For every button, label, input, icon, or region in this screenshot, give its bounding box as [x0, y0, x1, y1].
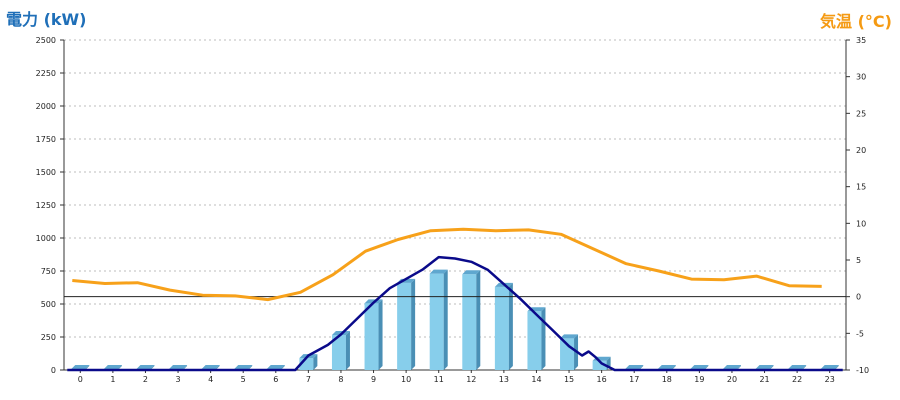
x-tick-label: 11 — [434, 375, 444, 384]
bar-side — [248, 364, 253, 370]
bar-side — [476, 270, 481, 370]
right-axis-label: 気温 (°C) — [820, 12, 892, 31]
bar-side — [508, 282, 513, 370]
bar-side — [541, 307, 546, 370]
bar-side — [802, 364, 807, 370]
power-curve-line — [67, 255, 843, 372]
bar-top — [71, 364, 90, 369]
bar-side — [313, 354, 318, 370]
bar-top — [625, 364, 644, 369]
bar-top — [788, 364, 807, 369]
right-tick-label: -5 — [856, 329, 864, 338]
right-tick-label: 25 — [856, 109, 866, 118]
x-tick-label: 21 — [759, 375, 769, 384]
x-tick-label: 5 — [241, 375, 246, 384]
bar — [429, 273, 444, 370]
bar-top — [722, 364, 741, 369]
bar-top — [755, 364, 774, 369]
left-tick-label: 2500 — [36, 36, 56, 45]
bar-side — [280, 364, 285, 370]
bar-side — [117, 364, 122, 370]
x-tick-label: 18 — [662, 375, 672, 384]
x-tick-label: 23 — [825, 375, 835, 384]
bar-top — [169, 364, 188, 369]
left-tick-label: 1250 — [36, 201, 56, 210]
bar-side — [704, 364, 709, 370]
x-tick-label: 7 — [306, 375, 311, 384]
bar-top — [820, 364, 839, 369]
left-tick-label: 250 — [41, 333, 56, 342]
right-tick-label: 20 — [856, 146, 866, 155]
x-tick-label: 13 — [499, 375, 509, 384]
left-tick-label: 2000 — [36, 102, 56, 111]
bar — [462, 274, 477, 370]
x-tick-label: 3 — [175, 375, 180, 384]
bar-side — [769, 364, 774, 370]
bar-top — [690, 364, 709, 369]
right-tick-label: 0 — [856, 293, 861, 302]
bar-side — [639, 364, 644, 370]
bar-top — [462, 270, 481, 275]
x-tick-label: 6 — [273, 375, 278, 384]
left-tick-label: 500 — [41, 300, 56, 309]
right-tick-label: 10 — [856, 219, 866, 228]
bar-top — [657, 364, 676, 369]
bar-side — [345, 331, 350, 370]
left-tick-label: 1750 — [36, 135, 56, 144]
left-tick-label: 750 — [41, 267, 56, 276]
bar-top — [103, 364, 122, 369]
x-tick-label: 0 — [78, 375, 83, 384]
bar-top — [266, 364, 285, 369]
bar — [494, 286, 509, 370]
right-tick-label: 15 — [856, 183, 866, 192]
x-tick-label: 14 — [531, 375, 541, 384]
x-tick-label: 10 — [401, 375, 411, 384]
x-tick-label: 8 — [338, 375, 343, 384]
x-tick-label: 16 — [597, 375, 607, 384]
bar-side — [736, 364, 741, 370]
x-tick-label: 12 — [466, 375, 476, 384]
bar-side — [411, 278, 416, 370]
bar — [299, 358, 314, 370]
bar-side — [215, 364, 220, 370]
x-tick-label: 22 — [792, 375, 802, 384]
x-tick-label: 15 — [564, 375, 574, 384]
bar-side — [378, 299, 383, 370]
bar-side — [150, 364, 155, 370]
left-axis-label: 電力 (kW) — [6, 10, 87, 29]
right-tick-label: 35 — [856, 36, 866, 45]
bar — [397, 282, 412, 370]
bar-side — [183, 364, 188, 370]
bar-side — [671, 364, 676, 370]
bar-top — [429, 269, 448, 274]
bar-top — [560, 334, 579, 339]
right-tick-label: -10 — [856, 366, 869, 375]
x-tick-label: 9 — [371, 375, 376, 384]
right-tick-label: 30 — [856, 73, 866, 82]
x-tick-label: 1 — [110, 375, 115, 384]
x-tick-label: 20 — [727, 375, 737, 384]
temperature-line — [72, 227, 822, 302]
bar — [364, 303, 379, 370]
bar-side — [85, 364, 90, 370]
right-tick-label: 5 — [856, 256, 861, 265]
left-tick-label: 1500 — [36, 168, 56, 177]
bar-side — [443, 269, 448, 370]
bar-top — [234, 364, 253, 369]
x-tick-label: 17 — [629, 375, 639, 384]
bar — [527, 311, 542, 370]
bar — [331, 335, 346, 370]
bar-top — [136, 364, 155, 369]
x-tick-label: 19 — [694, 375, 704, 384]
x-tick-label: 4 — [208, 375, 213, 384]
bar-top — [201, 364, 220, 369]
left-tick-label: 2250 — [36, 69, 56, 78]
bar — [592, 360, 607, 370]
bar-side — [834, 364, 839, 370]
left-tick-label: 1000 — [36, 234, 56, 243]
left-tick-label: 0 — [51, 366, 56, 375]
x-tick-label: 2 — [143, 375, 148, 384]
